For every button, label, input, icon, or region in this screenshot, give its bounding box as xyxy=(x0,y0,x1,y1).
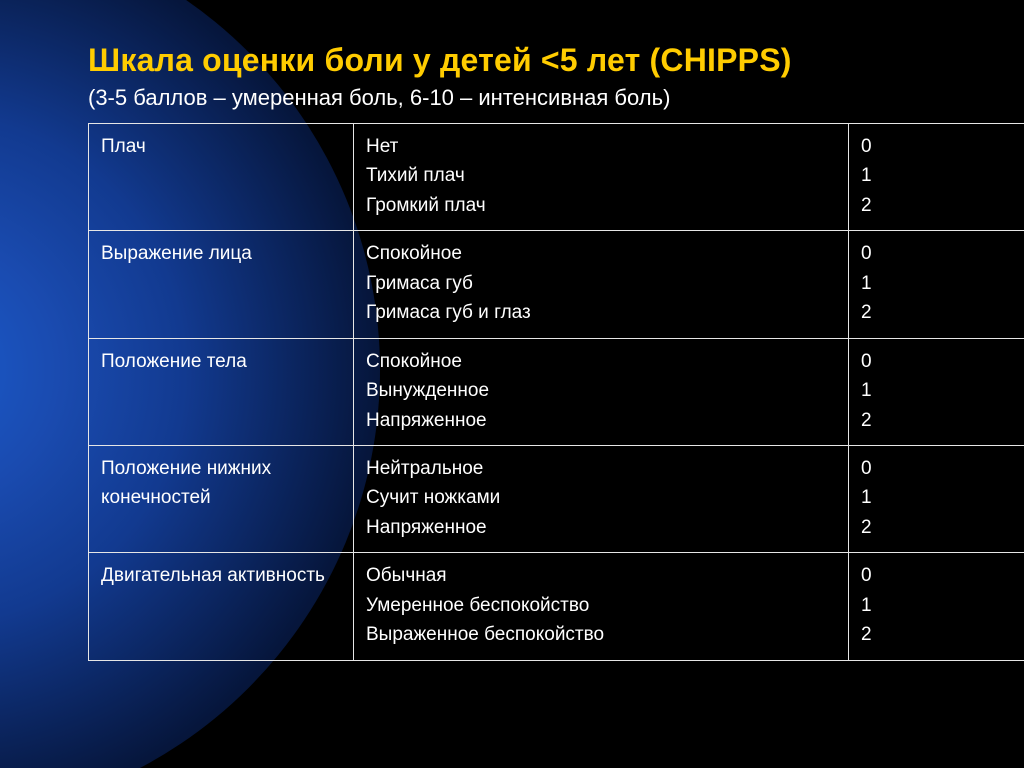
description-line: Нейтральное xyxy=(366,454,836,483)
description-line: Спокойное xyxy=(366,347,836,376)
table-row: Положение нижних конечностейНейтральноеС… xyxy=(89,445,1024,552)
description-cell: СпокойноеВынужденноеНапряженное xyxy=(354,338,849,445)
score-line: 1 xyxy=(861,483,1024,512)
description-cell: НетТихий плачГромкий плач xyxy=(354,124,849,231)
score-cell: 012 xyxy=(849,445,1024,552)
description-line: Сучит ножками xyxy=(366,483,836,512)
score-line: 0 xyxy=(861,561,1024,590)
description-cell: НейтральноеСучит ножкамиНапряженное xyxy=(354,445,849,552)
score-cell: 012 xyxy=(849,338,1024,445)
parameter-cell: Положение нижних конечностей xyxy=(89,445,354,552)
score-line: 1 xyxy=(861,269,1024,298)
slide-subtitle: (3-5 баллов – умеренная боль, 6-10 – инт… xyxy=(88,85,980,111)
description-line: Гримаса губ и глаз xyxy=(366,298,836,327)
description-line: Обычная xyxy=(366,561,836,590)
description-line: Спокойное xyxy=(366,239,836,268)
description-line: Тихий плач xyxy=(366,161,836,190)
parameter-cell: Выражение лица xyxy=(89,231,354,338)
score-line: 2 xyxy=(861,513,1024,542)
score-line: 0 xyxy=(861,239,1024,268)
chipps-table: ПлачНетТихий плачГромкий плач012Выражени… xyxy=(88,123,1024,661)
score-line: 2 xyxy=(861,620,1024,649)
description-line: Громкий плач xyxy=(366,191,836,220)
table-row: Положение телаСпокойноеВынужденноеНапряж… xyxy=(89,338,1024,445)
score-cell: 012 xyxy=(849,553,1024,660)
score-line: 2 xyxy=(861,298,1024,327)
score-line: 2 xyxy=(861,191,1024,220)
description-line: Выраженное беспокойство xyxy=(366,620,836,649)
score-line: 2 xyxy=(861,406,1024,435)
score-line: 1 xyxy=(861,376,1024,405)
description-line: Гримаса губ xyxy=(366,269,836,298)
description-cell: ОбычнаяУмеренное беспокойствоВыраженное … xyxy=(354,553,849,660)
parameter-cell: Двигательная активность xyxy=(89,553,354,660)
description-line: Напряженное xyxy=(366,513,836,542)
table-row: Выражение лицаСпокойноеГримаса губГримас… xyxy=(89,231,1024,338)
parameter-cell: Плач xyxy=(89,124,354,231)
score-cell: 012 xyxy=(849,231,1024,338)
table-row: ПлачНетТихий плачГромкий плач012 xyxy=(89,124,1024,231)
table-row: Двигательная активностьОбычнаяУмеренное … xyxy=(89,553,1024,660)
score-cell: 012 xyxy=(849,124,1024,231)
description-line: Нет xyxy=(366,132,836,161)
score-line: 1 xyxy=(861,161,1024,190)
score-line: 0 xyxy=(861,347,1024,376)
slide-content: Шкала оценки боли у детей <5 лет (CHIPPS… xyxy=(0,0,1024,661)
chipps-table-body: ПлачНетТихий плачГромкий плач012Выражени… xyxy=(89,124,1024,661)
description-cell: СпокойноеГримаса губГримаса губ и глаз xyxy=(354,231,849,338)
slide-title: Шкала оценки боли у детей <5 лет (CHIPPS… xyxy=(88,42,980,79)
description-line: Напряженное xyxy=(366,406,836,435)
description-line: Вынужденное xyxy=(366,376,836,405)
parameter-cell: Положение тела xyxy=(89,338,354,445)
description-line: Умеренное беспокойство xyxy=(366,591,836,620)
score-line: 1 xyxy=(861,591,1024,620)
score-line: 0 xyxy=(861,132,1024,161)
score-line: 0 xyxy=(861,454,1024,483)
